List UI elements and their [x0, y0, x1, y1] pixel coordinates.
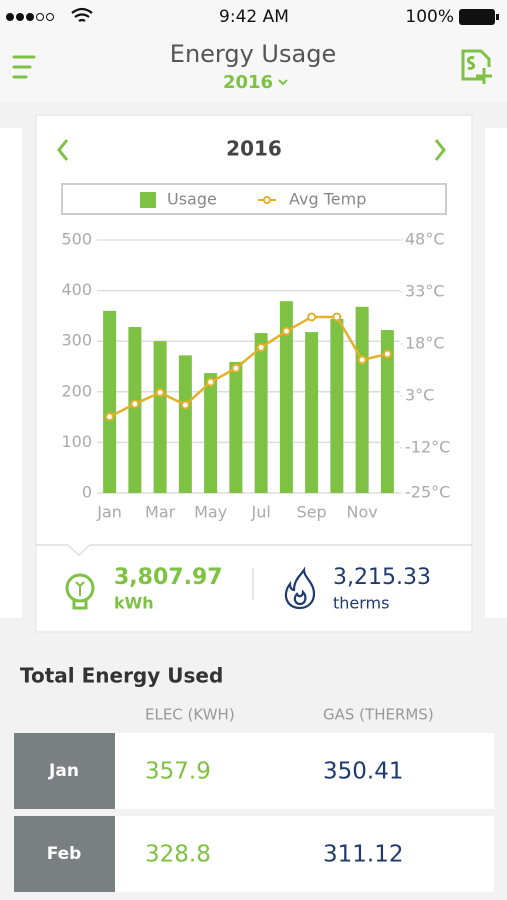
- year-selector[interactable]: 2016: [223, 72, 273, 93]
- bar: [330, 318, 344, 493]
- row-month-cell: [14, 816, 115, 892]
- chart-title: 2016: [226, 137, 282, 161]
- line-point: [155, 387, 165, 397]
- electric-total: 3,807.97: [114, 565, 223, 590]
- row-gas: 350.41: [323, 759, 403, 785]
- y-tick-label: 0: [82, 483, 92, 502]
- wifi-icon: [71, 7, 93, 22]
- bar: [178, 355, 192, 493]
- menu-button[interactable]: [12, 55, 36, 79]
- y-tick-label: 100: [61, 432, 92, 451]
- line-point: [206, 377, 216, 387]
- row-electric: 357.9: [145, 759, 211, 785]
- x-tick-label: Jul: [250, 503, 270, 522]
- legend: [61, 183, 447, 215]
- bar: [254, 333, 268, 493]
- bar: [355, 306, 369, 493]
- y-tick-label: 300: [61, 331, 92, 350]
- column-header: ELEC (KWH): [145, 706, 235, 724]
- table-title: Total Energy Used: [20, 664, 223, 688]
- row-month: Feb: [47, 844, 82, 864]
- bar: [103, 310, 117, 493]
- y-tick-label: 500: [61, 230, 92, 249]
- legend-label: Avg Temp: [289, 190, 366, 209]
- line-point: [130, 399, 140, 409]
- x-tick-label: Sep: [297, 503, 327, 522]
- y2-tick-label: 33°C: [405, 281, 445, 300]
- prev-card: [0, 128, 22, 618]
- column-header: GAS (THERMS): [323, 706, 434, 724]
- x-tick-label: Nov: [347, 503, 378, 522]
- line-point: [281, 326, 291, 336]
- next-card: [485, 128, 507, 618]
- gas-unit: therms: [333, 594, 389, 613]
- y2-tick-label: 48°C: [405, 230, 445, 249]
- bar: [229, 361, 243, 493]
- row-month-cell: [14, 733, 115, 809]
- bar: [305, 332, 319, 493]
- y-tick-label: 200: [61, 381, 92, 400]
- line-point: [105, 412, 115, 422]
- y2-tick-label: 3°C: [405, 385, 434, 404]
- y-tick-label: 400: [61, 280, 92, 299]
- line-point: [231, 363, 241, 373]
- x-tick-label: Mar: [145, 503, 176, 522]
- y2-tick-label: -25°C: [405, 483, 450, 502]
- bar: [128, 327, 142, 493]
- row-background: [115, 816, 494, 892]
- y2-tick-label: -12°C: [405, 437, 450, 456]
- summary-divider: [36, 544, 472, 557]
- row-background: [115, 733, 494, 809]
- line-point: [332, 312, 342, 322]
- electric-unit: kWh: [114, 594, 154, 613]
- bar: [153, 341, 167, 493]
- bar: [204, 373, 218, 493]
- gas-total: 3,215.33: [333, 565, 431, 590]
- x-tick-label: May: [194, 503, 227, 522]
- bar: [279, 301, 293, 493]
- header-bar: [0, 0, 507, 102]
- plot: 0 100 200 300 400 500 -25°C -12°C 3°C 18°C 33°C 48°…: [61, 230, 450, 522]
- prev-year-button[interactable]: [57, 139, 69, 161]
- electric-icon: [65, 573, 95, 610]
- gas-icon: [284, 566, 316, 610]
- x-tick-label: Jan: [96, 503, 122, 522]
- line-point: [180, 400, 190, 410]
- next-year-button[interactable]: [434, 139, 446, 161]
- bar: [380, 330, 394, 493]
- page-title: Energy Usage: [170, 40, 336, 68]
- signal-icon: [6, 13, 54, 21]
- add-bill-button[interactable]: [461, 49, 492, 84]
- line: [109, 315, 388, 418]
- line-point: [357, 355, 367, 365]
- line-point: [256, 342, 266, 352]
- status-time: 9:42 AM: [219, 7, 289, 27]
- legend-swatch-usage: [140, 192, 156, 208]
- legend-swatch-temp-dot: [263, 196, 271, 204]
- battery-text: 100%: [405, 7, 454, 27]
- line-point: [307, 312, 317, 322]
- battery-icon: [459, 9, 499, 25]
- legend-label: Usage: [167, 190, 217, 209]
- year-dropdown-arrow[interactable]: [278, 79, 288, 86]
- row-month: Jan: [48, 761, 79, 781]
- row-gas: 311.12: [323, 842, 403, 868]
- line-point: [382, 349, 392, 359]
- y2-tick-label: 18°C: [405, 333, 445, 352]
- table-rows: Jan 357.9 350.41 Feb 328.8 311.12: [14, 733, 494, 892]
- row-electric: 328.8: [145, 842, 211, 868]
